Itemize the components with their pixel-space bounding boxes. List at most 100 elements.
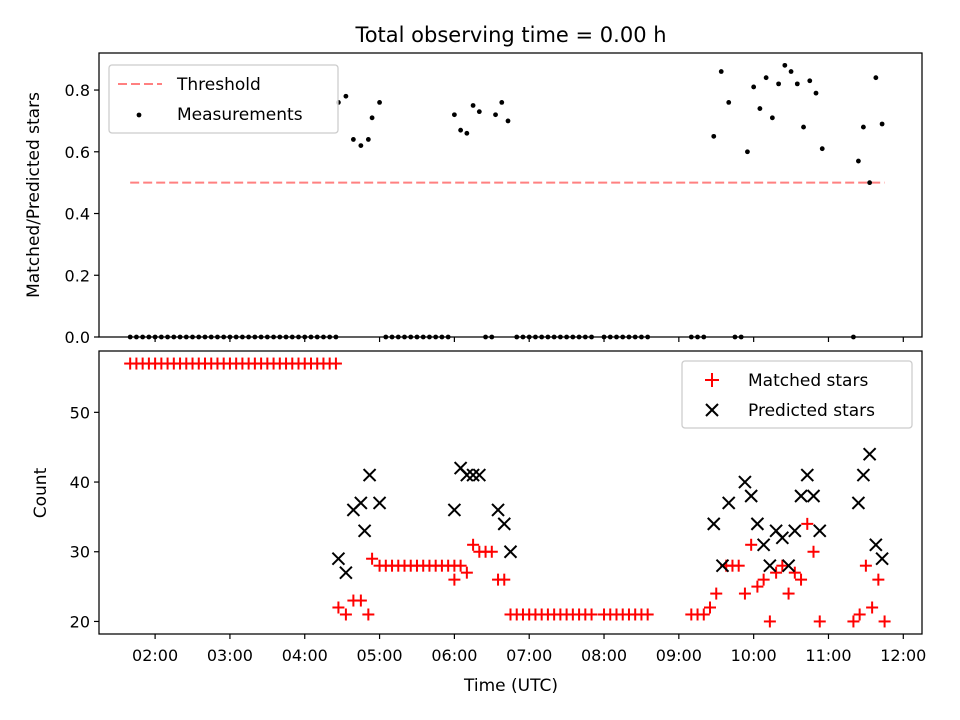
matched-star-point xyxy=(745,538,758,551)
measurement-point xyxy=(476,109,482,115)
matched-star-point xyxy=(585,608,598,621)
ratio-y-axis-label: Matched/Predicted stars xyxy=(24,92,44,298)
matched-star-point xyxy=(366,552,379,565)
x-tick-label: 02:00 xyxy=(132,646,178,665)
y-tick-label: 0.4 xyxy=(65,205,90,224)
matched-star-point xyxy=(738,587,751,600)
predicted-star-point xyxy=(800,468,814,482)
measurement-point xyxy=(757,106,763,111)
predicted-star-point xyxy=(447,503,462,517)
matched-star-point xyxy=(485,545,498,558)
predicted-star-point xyxy=(472,468,487,482)
measurement-point xyxy=(458,127,464,133)
matched-star-point xyxy=(460,566,473,579)
measurement-point xyxy=(879,121,885,127)
count-marks xyxy=(124,357,891,628)
ratio-axes: 0.0 0.2 0.4 0.6 0.8 xyxy=(65,81,904,347)
predicted-star-point xyxy=(491,503,505,517)
matched-star-point xyxy=(454,559,467,572)
y-tick-label: 50 xyxy=(70,403,90,422)
matched-star-point xyxy=(813,615,826,628)
measurement-point xyxy=(726,99,732,105)
predicted-star-point xyxy=(738,475,752,489)
matched-star-point xyxy=(329,357,342,370)
count-plot-frame xyxy=(98,350,923,635)
count-panel: 20 30 40 50 02:00 03:00 04:00 05:00 06:00 07:00 08… xyxy=(31,350,926,696)
predicted-star-point xyxy=(466,468,480,482)
matched-star-point xyxy=(878,615,891,628)
matched-star-point xyxy=(807,545,820,558)
y-tick-label: 40 xyxy=(70,473,90,492)
matched-star-point xyxy=(788,566,801,579)
count-y-axis-label: Count xyxy=(31,467,51,518)
predicted-legend-label: Predicted stars xyxy=(748,401,875,421)
predicted-star-point xyxy=(722,496,736,510)
predicted-star-point xyxy=(869,538,883,552)
matched-star-point xyxy=(732,559,745,572)
matched-star-point xyxy=(866,601,879,614)
measurement-point xyxy=(711,133,717,139)
matched-star-point xyxy=(872,573,885,586)
predicted-star-point xyxy=(357,524,372,538)
measurement-point xyxy=(801,124,806,130)
predicted-star-point xyxy=(707,517,721,531)
matched-star-point xyxy=(498,573,511,586)
predicted-star-point xyxy=(875,552,889,566)
threshold-legend-label: Threshold xyxy=(176,75,261,95)
predicted-star-point xyxy=(744,489,758,503)
matched-star-point xyxy=(641,608,654,621)
predicted-stars-series xyxy=(331,447,889,580)
measurement-point xyxy=(769,115,775,121)
matched-star-point xyxy=(801,517,814,530)
measurement-point xyxy=(451,112,457,118)
count-legend: Matched stars Predicted stars xyxy=(681,360,913,429)
measurement-point xyxy=(807,78,813,84)
measurement-point xyxy=(369,115,375,121)
measurement-point xyxy=(350,137,356,142)
x-tick-label: 12:00 xyxy=(880,646,926,665)
predicted-star-point xyxy=(794,489,808,503)
measurement-point xyxy=(464,130,470,136)
predicted-star-point xyxy=(460,468,474,482)
measurement-point xyxy=(358,143,364,149)
predicted-star-point xyxy=(339,565,353,580)
x-tick-label: 05:00 xyxy=(357,646,403,665)
measurement-point xyxy=(470,103,476,108)
count-x-axis-label: Time (UTC) xyxy=(463,676,558,696)
matched-star-point xyxy=(763,615,776,628)
predicted-star-point xyxy=(806,489,821,503)
measurement-point xyxy=(745,149,750,155)
predicted-star-point xyxy=(856,468,871,482)
predicted-star-point xyxy=(788,524,802,538)
measurements-legend-label: Measurements xyxy=(177,105,303,125)
x-tick-label: 10:00 xyxy=(731,646,777,665)
matched-star-point xyxy=(448,573,461,586)
ratio-plot-frame xyxy=(98,52,923,338)
predicted-star-point xyxy=(331,552,346,566)
predicted-star-point xyxy=(756,538,771,552)
measurement-point xyxy=(343,93,349,99)
matched-star-point xyxy=(332,601,345,614)
predicted-star-point xyxy=(813,524,827,538)
y-tick-label: 0.6 xyxy=(65,143,90,162)
matched-star-point xyxy=(710,587,723,600)
measurements-legend-swatch xyxy=(136,112,142,118)
matched-star-point xyxy=(697,608,710,621)
predicted-star-point xyxy=(372,496,387,510)
predicted-star-point xyxy=(362,468,377,482)
matched-star-point xyxy=(704,601,717,614)
matched-star-point xyxy=(354,594,367,607)
predicted-star-point xyxy=(781,558,796,573)
ratio-legend: Threshold Measurements xyxy=(108,64,339,134)
predicted-star-point xyxy=(750,517,765,531)
measurement-point xyxy=(788,69,794,74)
measurement-point xyxy=(782,62,788,68)
matched-star-point xyxy=(770,566,783,579)
chart-title: Total observing time = 0.00 h xyxy=(354,23,666,47)
measurement-point xyxy=(763,75,769,81)
predicted-star-point xyxy=(851,496,866,510)
y-tick-label: 20 xyxy=(70,612,90,631)
measurement-point xyxy=(856,158,861,164)
measurement-point xyxy=(718,69,724,74)
